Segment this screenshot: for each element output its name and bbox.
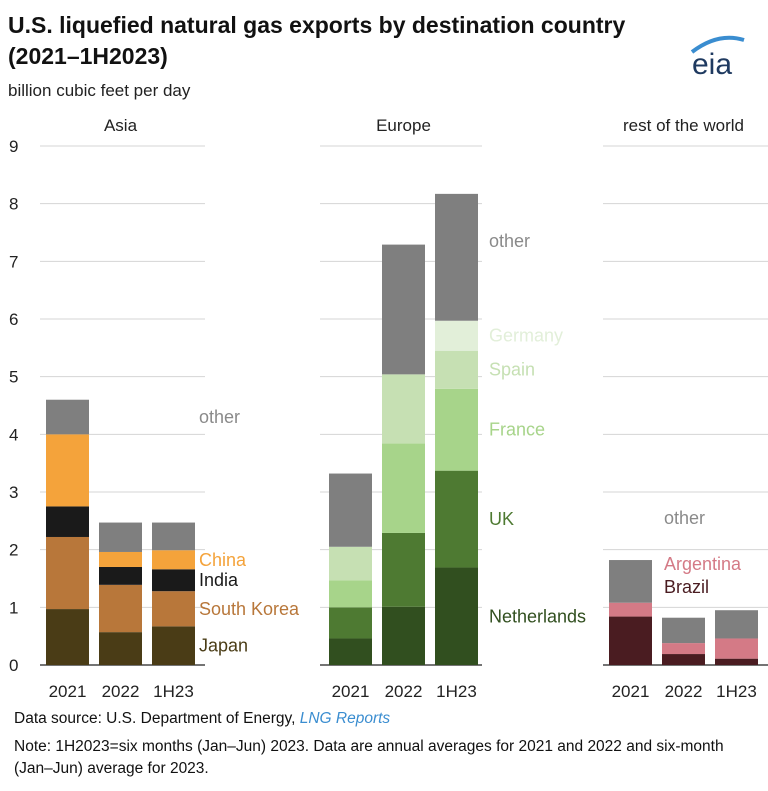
panel-title-asia: Asia: [104, 116, 138, 135]
series-label-asia-japan: Japan: [199, 636, 248, 656]
bar-asia-other-2021: [46, 399, 89, 435]
bar-rest-of-the-world-argentina-1h23: [715, 638, 758, 659]
y-tick-label: 9: [9, 137, 18, 156]
bar-rest-of-the-world-argentina-2022: [662, 643, 705, 655]
logo-text: eia: [692, 48, 732, 78]
x-tick-label: 1H23: [716, 682, 757, 701]
x-tick-label: 1H23: [436, 682, 477, 701]
series-label-asia-other: other: [199, 407, 240, 427]
y-axis-unit-label: billion cubic feet per day: [8, 81, 191, 100]
series-label-rest-of-the-world-argentina: Argentina: [664, 554, 742, 574]
bar-europe-other-2021: [329, 473, 372, 547]
bar-asia-other-1h23: [152, 522, 195, 551]
y-tick-label: 4: [9, 425, 18, 444]
bar-rest-of-the-world-other-1h23: [715, 610, 758, 639]
series-label-asia-india: India: [199, 570, 239, 590]
x-tick-label: 2022: [385, 682, 423, 701]
bar-asia-india-2021: [46, 506, 89, 537]
x-tick-label: 2022: [102, 682, 140, 701]
bar-europe-france-2022: [382, 443, 425, 533]
y-tick-label: 0: [9, 656, 18, 675]
bar-asia-china-2021: [46, 434, 89, 507]
y-tick-label: 6: [9, 310, 18, 329]
bar-europe-netherlands-2022: [382, 606, 425, 665]
series-label-europe-germany: Germany: [489, 326, 563, 346]
bar-asia-south-korea-2021: [46, 536, 89, 610]
series-label-europe-spain: Spain: [489, 360, 535, 380]
bar-rest-of-the-world-argentina-2021: [609, 602, 652, 617]
bar-europe-germany-1h23: [435, 320, 478, 351]
bar-europe-netherlands-2021: [329, 638, 372, 665]
bar-asia-south-korea-1h23: [152, 591, 195, 627]
bar-europe-uk-2021: [329, 607, 372, 639]
bar-rest-of-the-world-other-2021: [609, 560, 652, 603]
bar-europe-uk-2022: [382, 532, 425, 607]
bar-asia-south-korea-2022: [99, 584, 142, 633]
bar-asia-india-1h23: [152, 569, 195, 592]
bar-asia-india-2022: [99, 566, 142, 585]
data-source-text: Data source: U.S. Department of Energy,: [14, 710, 300, 727]
bar-europe-france-2021: [329, 580, 372, 608]
bar-europe-uk-1h23: [435, 470, 478, 568]
bar-europe-france-1h23: [435, 388, 478, 471]
series-label-europe-france: France: [489, 420, 545, 440]
bar-rest-of-the-world-other-2022: [662, 617, 705, 644]
lng-reports-link[interactable]: LNG Reports: [299, 710, 391, 727]
eia-logo: eia: [690, 35, 745, 78]
bar-europe-spain-1h23: [435, 350, 478, 389]
series-label-rest-of-the-world-other: other: [664, 508, 705, 528]
bar-rest-of-the-world-brazil-2022: [662, 654, 705, 665]
data-source: Data source: U.S. Department of Energy, …: [14, 708, 390, 730]
panel-title-europe: Europe: [376, 116, 431, 135]
bar-europe-spain-2022: [382, 374, 425, 444]
bar-europe-spain-2021: [329, 546, 372, 581]
bar-asia-japan-2021: [46, 609, 89, 665]
x-tick-label: 2021: [332, 682, 370, 701]
series-label-asia-south-korea: South Korea: [199, 599, 300, 619]
series-label-rest-of-the-world-brazil: Brazil: [664, 577, 709, 597]
series-label-asia-china: China: [199, 550, 247, 570]
bar-europe-other-2022: [382, 244, 425, 375]
panel-title-rest-of-the-world: rest of the world: [623, 116, 744, 135]
bar-europe-other-1h23: [435, 193, 478, 321]
bar-asia-other-2022: [99, 522, 142, 552]
bar-asia-japan-1h23: [152, 626, 195, 665]
x-tick-label: 1H23: [153, 682, 194, 701]
bar-rest-of-the-world-brazil-1h23: [715, 658, 758, 665]
y-tick-label: 7: [9, 252, 18, 271]
x-tick-label: 2021: [612, 682, 650, 701]
footnote: Note: 1H2023=six months (Jan–Jun) 2023. …: [14, 738, 724, 777]
y-tick-label: 2: [9, 541, 18, 560]
bar-asia-china-1h23: [152, 550, 195, 570]
series-label-europe-netherlands: Netherlands: [489, 606, 586, 626]
x-tick-label: 2022: [665, 682, 703, 701]
y-tick-label: 8: [9, 195, 18, 214]
bar-asia-china-2022: [99, 551, 142, 567]
series-label-europe-other: other: [489, 231, 530, 251]
bar-asia-japan-2022: [99, 632, 142, 665]
chart-title: U.S. liquefied natural gas exports by de…: [8, 12, 626, 69]
series-label-europe-uk: UK: [489, 509, 514, 529]
lng-exports-chart: 0 1 2 3 4 5 6 7 8 9 Asia 2021 2022 1H23 Japan South Kor…: [9, 116, 768, 701]
bar-europe-netherlands-1h23: [435, 567, 478, 665]
x-tick-label: 2021: [49, 682, 87, 701]
y-tick-label: 1: [9, 598, 18, 617]
bar-rest-of-the-world-brazil-2021: [609, 616, 652, 665]
y-tick-label: 5: [9, 368, 18, 387]
y-tick-label: 3: [9, 483, 18, 502]
